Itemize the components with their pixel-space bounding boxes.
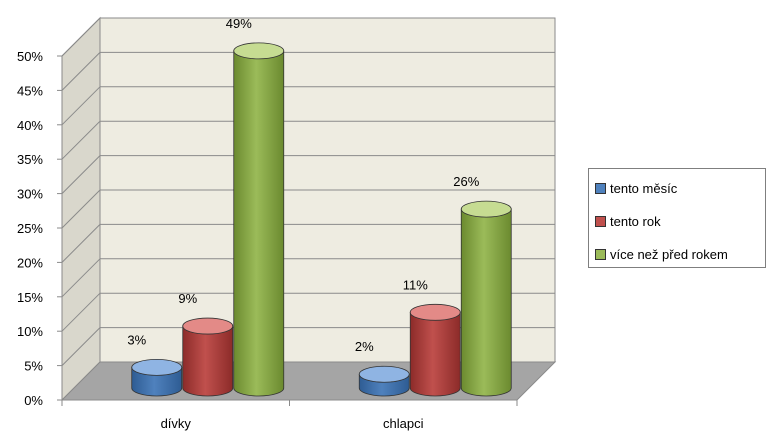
bar-top-tento měsíc-dívky [131,358,183,376]
category-label: dívky [161,416,192,431]
legend-label-series-1: tento měsíc [610,180,678,196]
y-tick-label: 0% [24,393,43,408]
data-label: 2% [355,339,374,354]
legend-swatch-series-2 [595,215,606,227]
y-tick-label: 45% [17,83,43,98]
y-tick-label: 50% [17,49,43,64]
data-label: 3% [127,332,146,347]
gridline-side [61,224,101,263]
gridline-side [61,327,101,366]
legend-swatch-series-3 [595,248,606,260]
bar-top-tento měsíc-chlapci [358,365,410,383]
gridline-side [61,189,101,229]
y-tick-label: 20% [17,255,43,270]
category-labels: dívky chlapci [161,416,424,431]
bar-tento rok-chlapci [409,311,461,397]
bars [131,42,512,397]
legend-label-series-3: více než před rokem [610,246,728,262]
category-label: chlapci [383,416,424,431]
legend-swatch-series-1 [595,182,606,194]
y-tick-label: 15% [17,290,43,305]
y-tick-label: 35% [17,152,43,167]
data-label: 26% [453,174,479,189]
gridline-side [61,120,101,160]
bar-top-více než před rokem-dívky [233,42,285,60]
y-tick-label: 40% [17,118,43,133]
gridline-side [61,86,101,126]
gridline-side [61,52,101,91]
y-tick-label: 30% [17,187,43,202]
data-label: 11% [403,277,428,292]
legend-item-series-3: více než před rokem [595,245,728,263]
data-label: 49% [226,16,252,31]
y-tick-label: 5% [24,359,43,374]
bar-top-tento rok-dívky [182,317,234,335]
legend-item-series-1: tento měsíc [595,179,677,197]
data-label: 9% [178,291,197,306]
bar-více než před rokem-chlapci [460,208,512,397]
bar-tento rok-dívky [182,325,234,397]
bar-více než před rokem-dívky [233,50,285,397]
y-tick-label: 10% [17,324,43,339]
legend-item-series-2: tento rok [595,212,661,230]
bar-top-tento rok-chlapci [409,303,461,321]
legend: tento měsíc tento rok více než před roke… [588,168,766,268]
y-tick-label: 25% [17,221,43,236]
gridline-side [61,292,101,332]
data-labels: 3% 9% 49% 2% 11% 26% [127,16,479,354]
legend-label-series-2: tento rok [610,213,661,229]
gridline-side [61,258,101,298]
gridline-side [61,17,101,57]
bar-top-více než před rokem-chlapci [460,200,512,218]
gridline-side [61,155,101,194]
y-axis-tick-labels: 0% 5% 10% 15% 20% 25% 30% 35% 40% 45% 50% [17,49,43,408]
